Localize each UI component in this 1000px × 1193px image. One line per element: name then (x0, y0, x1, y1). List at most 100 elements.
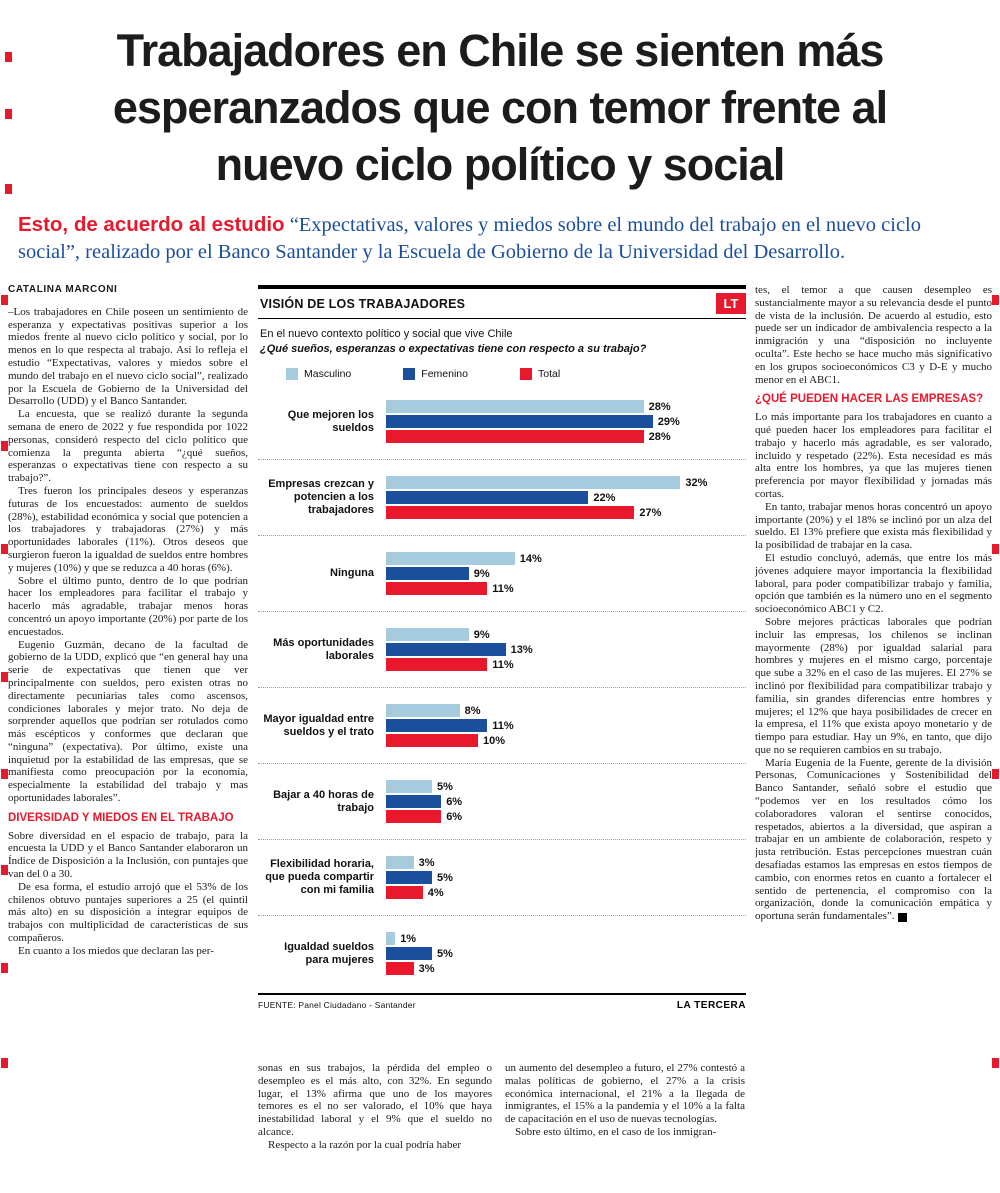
chart-groups: Que mejoren los sueldos 28% 29% 28% Empresas… (258, 384, 746, 991)
chart-box: VISIÓN DE LOS TRABAJADORES LT En el nuev… (258, 285, 746, 1011)
legend-swatch (286, 368, 298, 380)
bar-femenino (386, 795, 442, 808)
category-label: Flexibilidad horaria, que pueda comparti… (265, 858, 374, 896)
paragraph: El estudio concluyó, además, que entre l… (755, 551, 992, 616)
bar-stack: 32% 22% 27% (386, 474, 746, 521)
subhead: Esto, de acuerdo al estudio “Expectativa… (18, 211, 982, 266)
bar-value: 11% (492, 582, 514, 595)
bar-masculino (386, 476, 681, 489)
chart-credit: LA TERCERA (676, 1000, 746, 1011)
paragraph: Sobre mejores prácticas laborales que po… (755, 615, 992, 756)
bar-femenino (386, 491, 589, 504)
bottom-column-1: sonas en sus trabajos, la pérdida del em… (258, 1062, 492, 1190)
bar-total (386, 430, 644, 443)
chart-footer: FUENTE: Panel Ciudadano - Santander LA T… (258, 993, 746, 1011)
category-label: Igualdad sueldos para mujeres (284, 940, 374, 966)
paragraph: Sobre el último punto, dentro de lo que … (8, 574, 248, 638)
bar-value: 5% (437, 871, 453, 884)
bar-value: 6% (446, 810, 463, 823)
bar-femenino (386, 719, 488, 732)
legend-item: Masculino (286, 368, 351, 380)
bar-masculino (386, 856, 414, 869)
bar-value: 28% (648, 430, 671, 443)
chart-source: FUENTE: Panel Ciudadano - Santander (258, 1000, 416, 1010)
bar-total (386, 962, 414, 975)
bar-value: 11% (492, 719, 514, 732)
chart-group: Empresas crezcan y potencien a los traba… (258, 460, 746, 536)
left-after-paragraphs: Sobre diversidad en el espacio de trabaj… (8, 830, 248, 958)
bar-value: 5% (437, 947, 453, 960)
bar-stack: 5% 6% 6% (386, 778, 746, 825)
left-column: CATALINA MARCONI –Los trabajadores en Ch… (8, 284, 248, 1190)
paragraph: En tanto, trabajar menos horas concentró… (755, 500, 992, 552)
registration-mark (1, 544, 8, 554)
paragraph: Respecto a la razón por la cual podría h… (268, 1138, 462, 1151)
bar-value: 3% (418, 962, 435, 975)
bar-total (386, 734, 478, 747)
lt-logo: LT (716, 293, 746, 314)
registration-mark (992, 544, 999, 554)
bar-stack: 3% 5% 4% (386, 854, 746, 901)
paragraph: En cuanto a los miedos que declaran las … (18, 944, 214, 957)
legend-item: Total (519, 368, 561, 380)
registration-mark (1, 963, 8, 973)
chart-group: Igualdad sueldos para mujeres 1% 5% 3% (258, 916, 746, 991)
section-heading-empresas: ¿QUÉ PUEDEN HACER LAS EMPRESAS? (755, 393, 984, 406)
chart-group: Mayor igualdad entre sueldos y el trato 8… (258, 688, 746, 764)
bar-value: 9% (473, 567, 490, 580)
category-label: Mayor igualdad entre sueldos y el trato (263, 712, 374, 738)
paragraph: un aumento del desempleo a futuro, el 27… (505, 1062, 745, 1126)
paragraph: De esa forma, el estudio arrojó que el 5… (8, 880, 248, 945)
paragraph: sonas en sus trabajos, la pérdida del em… (258, 1062, 492, 1138)
paragraph: Sobre diversidad en el espacio de trabaj… (8, 829, 248, 881)
bar-total (386, 506, 635, 519)
chart-title: VISIÓN DE LOS TRABAJADORES (260, 296, 466, 311)
right-column: tes, el temor a que causen desempleo es … (755, 284, 992, 1190)
subhead-rest: “Expectativas, valores y miedos sobre el… (18, 214, 921, 263)
bar-value: 1% (400, 932, 417, 945)
legend-label: Total (537, 368, 561, 380)
left-intro-paragraphs: –Los trabajadores en Chile poseen un sen… (8, 306, 248, 805)
bar-stack: 14% 9% 11% (386, 550, 746, 597)
legend-label: Femenino (421, 368, 468, 380)
bar-femenino (386, 947, 432, 960)
registration-mark (5, 109, 12, 119)
category-label: Bajar a 40 horas de trabajo (273, 788, 374, 814)
bar-stack: 8% 11% 10% (386, 702, 746, 749)
legend-item: Femenino (403, 368, 468, 380)
headline-line: nuevo ciclo político y social (215, 139, 786, 190)
headline-line: esperanzados que con temor frente al (112, 82, 888, 133)
bar-femenino (386, 567, 469, 580)
registration-mark (1, 1058, 8, 1068)
paragraph: La encuesta, que se realizó durante la s… (8, 408, 248, 485)
right-after-paragraphs: Lo más importante para los trabajadores … (755, 411, 992, 923)
bar-stack: 1% 5% 3% (386, 930, 746, 977)
bar-femenino (386, 643, 506, 656)
bar-value: 29% (657, 415, 680, 428)
registration-mark (992, 1058, 999, 1068)
bar-stack: 28% 29% 28% (386, 398, 746, 445)
subhead-lead: Esto, de acuerdo al estudio (18, 213, 285, 236)
chart-subtitle: En el nuevo contexto político y social q… (260, 328, 513, 340)
headline: Trabajadores en Chile se sienten más esp… (28, 22, 972, 193)
section-heading-diversidad: DIVERSIDAD Y MIEDOS EN EL TRABAJO (8, 811, 234, 824)
chart-group: Flexibilidad horaria, que pueda comparti… (258, 840, 746, 916)
bar-value: 13% (510, 643, 533, 656)
category-label: Más oportunidades laborales (273, 636, 374, 662)
bar-value: 9% (473, 628, 490, 641)
chart-group: Que mejoren los sueldos 28% 29% 28% (258, 384, 746, 460)
bar-value: 5% (437, 780, 453, 793)
legend-swatch (403, 368, 416, 380)
legend-label: Masculino (304, 368, 352, 380)
bar-value: 14% (519, 552, 542, 565)
registration-mark (992, 769, 999, 779)
bar-stack: 9% 13% 11% (386, 626, 746, 673)
bar-value: 27% (639, 506, 662, 519)
bar-masculino (386, 780, 432, 793)
registration-mark (1, 769, 8, 779)
bar-masculino (386, 932, 396, 945)
byline: CATALINA MARCONI (8, 284, 118, 295)
bottom-column-2: un aumento del desempleo a futuro, el 27… (505, 1062, 745, 1190)
bar-total (386, 810, 442, 823)
